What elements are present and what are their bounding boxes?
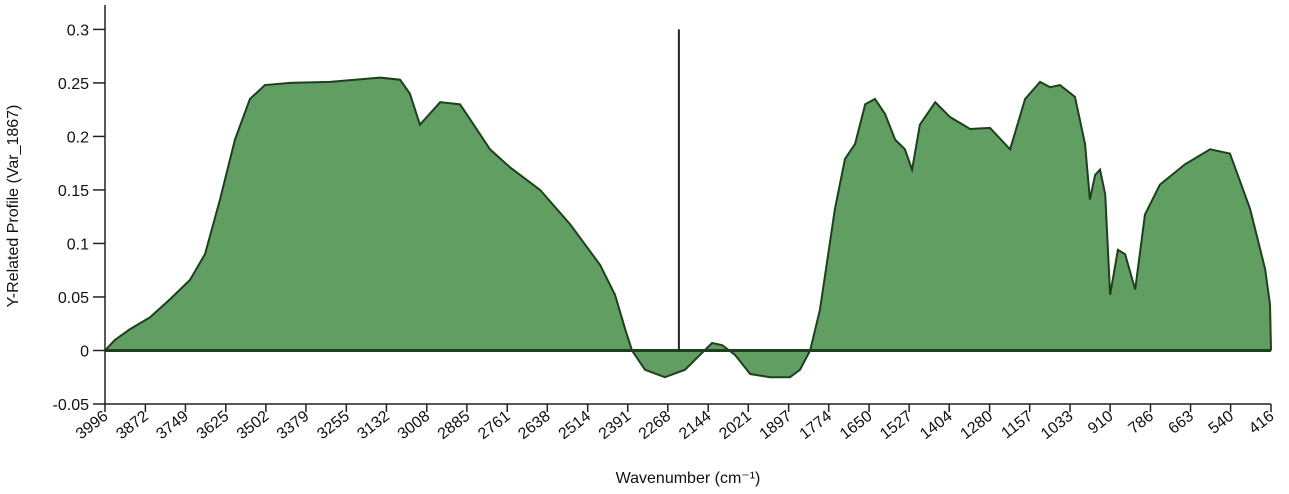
x-tick-label: 1157 (999, 408, 1037, 443)
x-tick-label: 3872 (113, 408, 152, 443)
y-tick-label: 0.15 (58, 183, 89, 200)
x-tick-label: 2885 (435, 408, 474, 443)
x-tick-label: 1897 (757, 408, 796, 443)
x-tick-label: 540 (1206, 408, 1238, 438)
x-tick-label: 3625 (194, 408, 233, 443)
x-tick-label: 1774 (797, 408, 836, 443)
x-tick-label: 1650 (837, 408, 876, 443)
x-tick-label: 2638 (515, 408, 554, 443)
x-tick-label: 3379 (274, 408, 313, 443)
x-axis-label: Wavenumber (cm⁻¹) (616, 470, 761, 487)
y-tick-label: 0.3 (67, 22, 89, 39)
x-tick-label: 910 (1085, 408, 1117, 438)
x-tick-label: 2144 (676, 408, 715, 443)
y-tick-label: 0.1 (67, 236, 89, 253)
x-tick-label: 663 (1166, 408, 1198, 438)
x-tick-label: 3008 (395, 408, 434, 443)
y-tick-label: 0.2 (67, 129, 89, 146)
x-tick-label: 1404 (917, 408, 956, 443)
y-tick-label: 0 (80, 343, 89, 360)
x-tick-label: 3132 (354, 408, 393, 443)
y-axis-label: Y-Related Profile (Var_1867) (5, 105, 22, 308)
x-tick-label: 3255 (314, 408, 353, 443)
area-fill (105, 77, 1271, 378)
x-tick-label: 3749 (153, 408, 192, 443)
y-tick-label: 0.05 (58, 290, 89, 307)
x-tick-label: 786 (1125, 408, 1157, 438)
x-tick-label: 2514 (556, 408, 595, 443)
x-tick-label: 1527 (877, 408, 916, 443)
y-tick-label: 0.25 (58, 76, 89, 93)
x-tick-label: 2021 (716, 408, 755, 443)
x-tick-label: 1280 (958, 408, 997, 443)
x-tick-label: 416 (1246, 408, 1278, 438)
y-tick-label: -0.05 (53, 397, 90, 414)
x-tick-label: 2268 (636, 408, 675, 443)
x-tick-label: 3502 (234, 408, 273, 443)
x-tick-label: 2761 (475, 408, 514, 443)
x-tick-label: 1033 (1038, 408, 1077, 443)
x-tick-label: 2391 (596, 408, 635, 443)
